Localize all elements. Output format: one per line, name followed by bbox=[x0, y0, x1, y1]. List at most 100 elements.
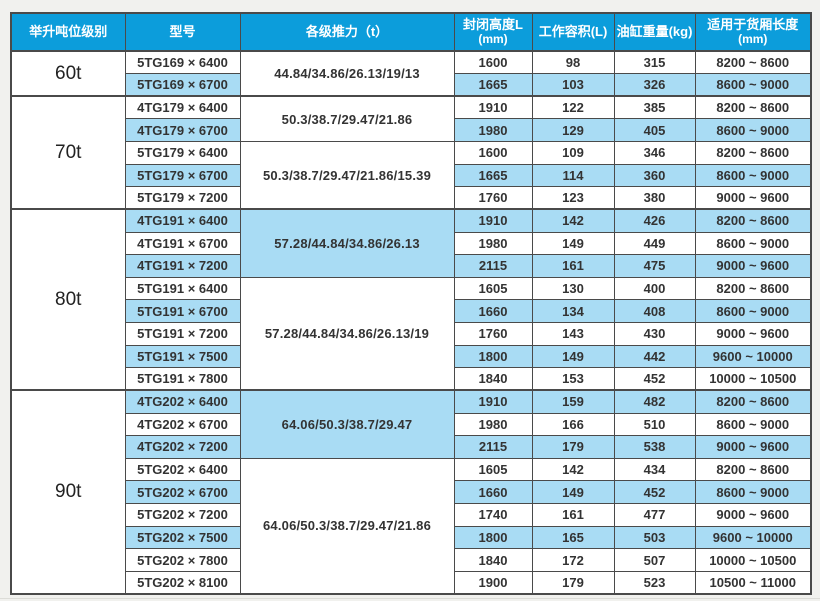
working-volume-cell: 98 bbox=[531, 50, 615, 75]
weight-cell: 477 bbox=[613, 503, 696, 527]
working-volume-cell: 149 bbox=[531, 344, 615, 369]
col-header-closed-height: 封闭高度L (mm) bbox=[453, 12, 533, 52]
working-volume-cell: 179 bbox=[531, 435, 615, 459]
weight-cell: 360 bbox=[613, 163, 696, 188]
weight-cell: 380 bbox=[613, 186, 696, 210]
closed-height-cell: 1600 bbox=[453, 50, 533, 75]
weight-cell: 510 bbox=[613, 412, 696, 437]
closed-height-cell: 1605 bbox=[453, 276, 533, 301]
table-row: 4TG191 × 6700 1980 149 449 8600 ~ 9000 bbox=[11, 231, 812, 256]
weight-cell: 452 bbox=[613, 367, 696, 391]
weight-cell: 523 bbox=[613, 570, 696, 595]
weight-cell: 507 bbox=[613, 548, 696, 572]
box-length-cell: 9000 ~ 9600 bbox=[694, 254, 812, 278]
thrust-cell: 50.3/38.7/29.47/21.86 bbox=[239, 95, 455, 143]
model-cell: 5TG202 × 7500 bbox=[124, 525, 241, 550]
box-length-cell: 8200 ~ 8600 bbox=[694, 389, 812, 414]
table-row: 5TG202 × 7200 1740 161 477 9000 ~ 9600 bbox=[11, 503, 812, 527]
box-length-cell: 8600 ~ 9000 bbox=[694, 163, 812, 188]
working-volume-cell: 161 bbox=[531, 503, 615, 527]
box-length-cell: 8600 ~ 9000 bbox=[694, 299, 812, 323]
weight-cell: 449 bbox=[613, 231, 696, 256]
model-cell: 4TG191 × 6700 bbox=[124, 231, 241, 256]
working-volume-cell: 143 bbox=[531, 322, 615, 346]
model-cell: 5TG191 × 6700 bbox=[124, 299, 241, 323]
box-length-cell: 8200 ~ 8600 bbox=[694, 95, 812, 120]
closed-height-cell: 2115 bbox=[453, 254, 533, 278]
working-volume-cell: 165 bbox=[531, 525, 615, 550]
weight-cell: 408 bbox=[613, 299, 696, 323]
box-length-cell: 9000 ~ 9600 bbox=[694, 322, 812, 346]
closed-height-cell: 1760 bbox=[453, 186, 533, 210]
col-header-label: 工作容积(L) bbox=[538, 23, 608, 39]
weight-cell: 452 bbox=[613, 480, 696, 504]
tonnage-cell: 90t bbox=[10, 389, 126, 595]
closed-height-cell: 2115 bbox=[453, 435, 533, 459]
box-length-cell: 9000 ~ 9600 bbox=[694, 503, 812, 527]
thrust-cell: 64.06/50.3/38.7/29.47 bbox=[239, 389, 455, 459]
table-row: 4TG202 × 6700 1980 166 510 8600 ~ 9000 bbox=[11, 412, 812, 437]
working-volume-cell: 123 bbox=[531, 186, 615, 210]
working-volume-cell: 153 bbox=[531, 367, 615, 391]
working-volume-cell: 129 bbox=[531, 118, 615, 142]
closed-height-cell: 1760 bbox=[453, 322, 533, 346]
closed-height-cell: 1910 bbox=[453, 95, 533, 120]
table-row: 5TG191 × 6700 1660 134 408 8600 ~ 9000 bbox=[11, 299, 812, 323]
thrust-cell: 44.84/34.86/26.13/19/13 bbox=[239, 49, 455, 97]
working-volume-cell: 122 bbox=[531, 95, 615, 120]
table-row: 5TG202 × 6700 1660 149 452 8600 ~ 9000 bbox=[11, 480, 812, 504]
col-header-label: 油缸重量(kg) bbox=[616, 23, 693, 39]
table-row: 5TG191 × 7800 1840 153 452 10000 ~ 10500 bbox=[11, 367, 812, 391]
table-row: 5TG169 × 6700 1665 103 326 8600 ~ 9000 bbox=[11, 73, 812, 97]
closed-height-cell: 1980 bbox=[453, 118, 533, 142]
col-header-model: 型号 bbox=[124, 12, 241, 52]
closed-height-cell: 1840 bbox=[453, 367, 533, 391]
model-cell: 5TG179 × 6700 bbox=[124, 163, 241, 188]
box-length-cell: 10000 ~ 10500 bbox=[694, 367, 812, 391]
col-header-unit: (mm) bbox=[478, 31, 508, 46]
model-cell: 5TG202 × 6700 bbox=[124, 480, 241, 504]
box-length-cell: 9000 ~ 9600 bbox=[694, 186, 812, 210]
closed-height-cell: 1605 bbox=[453, 457, 533, 482]
closed-height-cell: 1665 bbox=[453, 73, 533, 97]
model-cell: 5TG202 × 8100 bbox=[124, 570, 241, 595]
working-volume-cell: 179 bbox=[531, 570, 615, 595]
model-cell: 5TG179 × 7200 bbox=[124, 186, 241, 210]
closed-height-cell: 1660 bbox=[453, 299, 533, 323]
weight-cell: 430 bbox=[613, 322, 696, 346]
weight-cell: 346 bbox=[613, 141, 696, 165]
model-cell: 4TG191 × 6400 bbox=[124, 208, 241, 233]
weight-cell: 400 bbox=[613, 276, 696, 301]
model-cell: 5TG191 × 7200 bbox=[124, 322, 241, 346]
col-header-working-volume: 工作容积(L) bbox=[531, 12, 615, 52]
table-row: 80t 4TG191 × 6400 57.28/44.84/34.86/26.13 1… bbox=[10, 208, 812, 391]
model-cell: 5TG169 × 6700 bbox=[124, 73, 241, 97]
col-header-label: 型号 bbox=[169, 23, 196, 39]
working-volume-cell: 109 bbox=[531, 141, 615, 165]
model-cell: 4TG179 × 6400 bbox=[124, 95, 241, 120]
col-header-cylinder-weight: 油缸重量(kg) bbox=[613, 12, 696, 52]
box-length-cell: 8200 ~ 8600 bbox=[694, 141, 812, 165]
weight-cell: 442 bbox=[613, 344, 696, 369]
closed-height-cell: 1800 bbox=[453, 525, 533, 550]
table-row: 5TG179 × 7200 1760 123 380 9000 ~ 9600 bbox=[11, 186, 812, 210]
table-row: 5TG191 × 7500 1800 149 442 9600 ~ 10000 bbox=[11, 344, 812, 369]
table-row: 70t 4TG179 × 6400 50.3/38.7/29.47/21.86 191… bbox=[10, 95, 812, 210]
table-row: 5TG179 × 6700 1665 114 360 8600 ~ 9000 bbox=[11, 163, 812, 188]
table-row: 4TG191 × 7200 2115 161 475 9000 ~ 9600 bbox=[11, 254, 812, 278]
bottom-divider bbox=[0, 598, 820, 599]
box-length-cell: 8200 ~ 8600 bbox=[694, 50, 812, 75]
working-volume-cell: 161 bbox=[531, 254, 615, 278]
weight-cell: 405 bbox=[613, 118, 696, 142]
box-length-cell: 10500 ~ 11000 bbox=[694, 570, 812, 595]
tonnage-cell: 80t bbox=[10, 208, 126, 391]
working-volume-cell: 159 bbox=[531, 389, 615, 414]
col-header-label: 封闭高度L bbox=[463, 16, 523, 32]
weight-cell: 503 bbox=[613, 525, 696, 550]
closed-height-cell: 1600 bbox=[453, 141, 533, 165]
table-row: 5TG191 × 6400 57.28/44.84/34.86/26.13/19 1… bbox=[11, 276, 812, 391]
weight-cell: 326 bbox=[613, 73, 696, 97]
box-length-cell: 8600 ~ 9000 bbox=[694, 118, 812, 142]
col-header-tonnage-class: 举升吨位级别 bbox=[10, 12, 126, 52]
closed-height-cell: 1800 bbox=[453, 344, 533, 369]
